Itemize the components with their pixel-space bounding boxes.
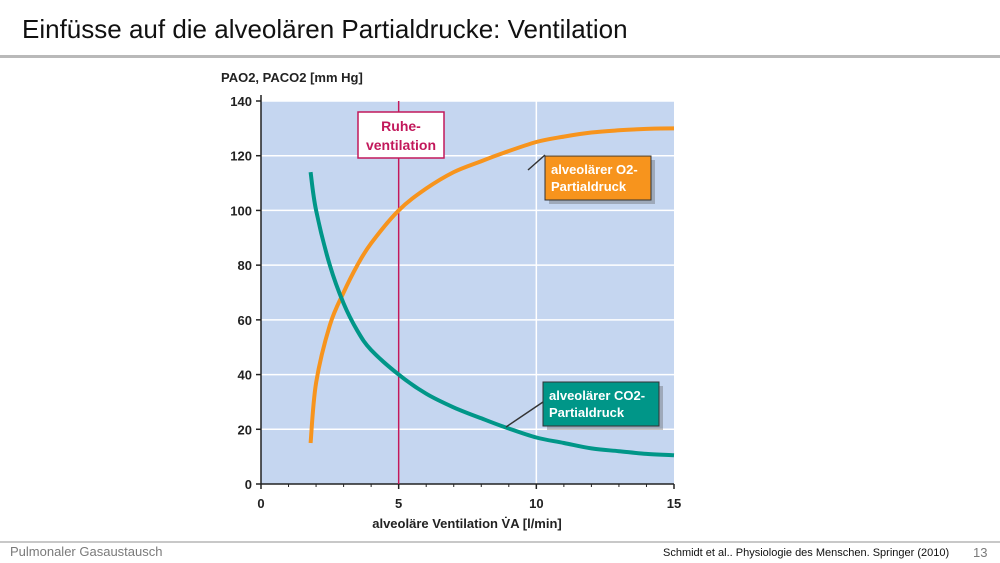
slide-title: Einfüsse auf die alveolären Partialdruck… bbox=[22, 14, 628, 44]
axes: 0 20 40 60 80 100 120 140 0 5 10 15 bbox=[230, 94, 681, 511]
x-axis-label: alveoläre Ventilation V̇A [l/min] bbox=[372, 516, 562, 531]
y-tick-label: 80 bbox=[238, 258, 252, 273]
title-divider bbox=[0, 55, 1000, 58]
co2-leader-line bbox=[505, 401, 544, 428]
x-tick-label: 5 bbox=[395, 496, 402, 511]
footer-section-name: Pulmonaler Gasaustausch bbox=[10, 544, 163, 559]
y-tick-label: 60 bbox=[238, 313, 252, 328]
rest-label-line2: ventilation bbox=[366, 137, 436, 153]
y-tick-label: 20 bbox=[238, 422, 252, 437]
x-tick-label: 10 bbox=[529, 496, 543, 511]
y-tick-label: 140 bbox=[230, 94, 252, 109]
co2-legend-line1: alveolärer CO2- bbox=[549, 388, 645, 403]
y-tick-label: 120 bbox=[230, 149, 252, 164]
rest-ventilation-label: Ruhe- ventilation bbox=[357, 111, 445, 159]
y-tick-label: 0 bbox=[245, 477, 252, 492]
co2-legend-box: alveolärer CO2- Partialdruck bbox=[505, 381, 663, 430]
o2-partial-pressure-curve bbox=[308, 126, 675, 444]
o2-legend-line1: alveolärer O2- bbox=[551, 162, 638, 177]
footer-citation: Schmidt et al.. Physiologie des Menschen… bbox=[663, 547, 950, 559]
o2-legend-box: alveolärer O2- Partialdruck bbox=[527, 154, 655, 204]
footer-divider bbox=[0, 541, 1000, 543]
y-axis-label: PAO2, PACO2 [mm Hg] bbox=[221, 70, 363, 85]
ventilation-chart: 0 20 40 60 80 100 120 140 0 5 10 15 Ruhe- ventilati… bbox=[213, 62, 693, 540]
co2-partial-pressure-curve bbox=[308, 171, 675, 458]
y-tick-label: 40 bbox=[238, 368, 252, 383]
y-tick-label: 100 bbox=[230, 203, 252, 218]
page-number: 13 bbox=[973, 545, 988, 560]
o2-legend-line2: Partialdruck bbox=[551, 179, 627, 194]
rest-label-line1: Ruhe- bbox=[381, 118, 421, 134]
x-tick-label: 15 bbox=[667, 496, 681, 511]
co2-legend-line2: Partialdruck bbox=[549, 405, 625, 420]
o2-leader-line bbox=[527, 154, 546, 171]
x-tick-label: 0 bbox=[257, 496, 264, 511]
